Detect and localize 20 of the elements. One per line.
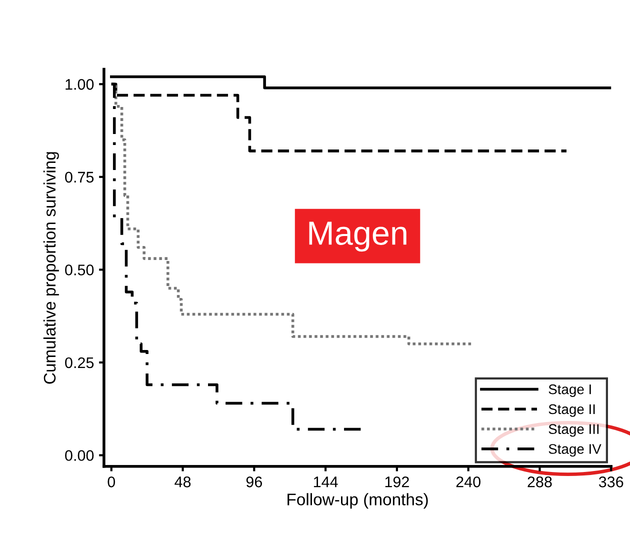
- legend-label: Stage I: [548, 384, 591, 397]
- y-tick-label: 0.50: [65, 264, 94, 276]
- legend-label: Stage IV: [548, 444, 602, 457]
- x-tick-label: 240: [456, 476, 480, 488]
- x-tick-label: 0: [108, 476, 116, 488]
- y-tick-label: 0.75: [65, 172, 94, 183]
- y-tick-label: 0.00: [65, 450, 94, 461]
- y-axis-title: Cumulative proportion surviving: [43, 152, 59, 384]
- x-tick-label: 96: [246, 476, 262, 488]
- x-tick-label: 144: [314, 476, 338, 488]
- y-tick-label: 0.25: [65, 357, 94, 368]
- x-tick-label: 192: [385, 476, 409, 488]
- x-tick-label: 48: [174, 476, 191, 488]
- x-tick-label: 288: [528, 476, 552, 488]
- annotation: Magen: [309, 222, 406, 252]
- x-tick-label: 336: [598, 476, 624, 488]
- x-axis-title: Follow-up (months): [288, 493, 428, 509]
- legend-label: Stage III: [548, 424, 599, 437]
- y-tick-label: 1.00: [66, 79, 94, 90]
- legend-label: Stage II: [548, 404, 595, 417]
